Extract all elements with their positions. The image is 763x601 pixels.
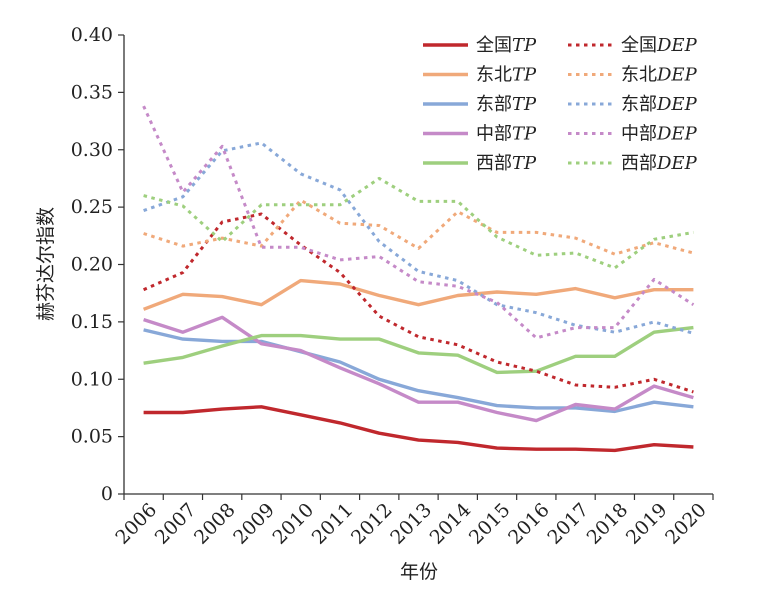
legend-suffix-2: TP bbox=[512, 65, 537, 86]
legend-suffix-5: DEP bbox=[656, 94, 698, 115]
legend-suffix-1: DEP bbox=[656, 35, 698, 56]
legend-suffix-8: TP bbox=[512, 153, 537, 174]
y-tick-label: 0.30 bbox=[71, 139, 113, 161]
legend-label-9: 西部DEP bbox=[621, 153, 698, 174]
x-tick-label: 2013 bbox=[386, 499, 436, 549]
x-tick-label: 2019 bbox=[622, 499, 672, 549]
series-line-4 bbox=[143, 328, 694, 414]
y-tick-label: 0 bbox=[101, 483, 113, 505]
legend-suffix-3: DEP bbox=[656, 65, 698, 86]
x-tick-label: 2020 bbox=[661, 499, 711, 549]
series-line-2 bbox=[142, 278, 694, 311]
series-line-5 bbox=[143, 141, 694, 335]
legend-label-5: 东部DEP bbox=[621, 94, 698, 115]
legend-region-3: 东北 bbox=[621, 65, 657, 86]
x-tick-label: 2010 bbox=[268, 499, 318, 549]
legend-region-9: 西部 bbox=[621, 153, 657, 174]
legend-suffix-6: TP bbox=[512, 124, 537, 145]
legend-region-6: 中部 bbox=[476, 124, 512, 145]
legend-label-7: 中部DEP bbox=[621, 124, 698, 145]
x-tick-label: 2008 bbox=[190, 499, 240, 549]
y-tick-label: 0.40 bbox=[71, 24, 113, 46]
legend-suffix-0: TP bbox=[512, 35, 537, 56]
series-lines bbox=[142, 105, 695, 453]
legend-region-2: 东北 bbox=[476, 65, 512, 86]
x-axis-ticks: 2006200720082009201020112012201320142015… bbox=[111, 494, 714, 549]
x-tick-label: 2006 bbox=[111, 499, 161, 549]
series-line-3 bbox=[143, 198, 694, 256]
legend-label-0: 全国TP bbox=[476, 35, 537, 56]
legend-region-0: 全国 bbox=[476, 35, 512, 56]
x-tick-label: 2009 bbox=[229, 499, 279, 549]
y-tick-label: 0.20 bbox=[71, 254, 113, 276]
x-tick-label: 2012 bbox=[347, 499, 397, 549]
x-tick-label: 2011 bbox=[308, 499, 358, 549]
legend-suffix-4: TP bbox=[512, 94, 537, 115]
x-tick-label: 2007 bbox=[151, 499, 201, 549]
y-axis-title: 赫芬达尔指数 bbox=[35, 207, 57, 321]
legend-region-8: 西部 bbox=[476, 153, 512, 174]
legend-region-1: 全国 bbox=[621, 35, 657, 56]
x-tick-label: 2014 bbox=[426, 499, 476, 549]
legend-suffix-7: DEP bbox=[656, 124, 698, 145]
y-axis-ticks: 0 0.05 0.10 0.15 0.20 0.25 0.30 0.35 0.40 bbox=[71, 24, 124, 505]
legend-region-7: 中部 bbox=[621, 124, 657, 145]
legend-label-4: 东部TP bbox=[476, 94, 537, 115]
series-line-6 bbox=[143, 315, 694, 423]
legend-label-3: 东北DEP bbox=[621, 65, 698, 86]
series-line-1 bbox=[142, 212, 694, 394]
y-tick-label: 0.10 bbox=[71, 368, 113, 390]
x-tick-label: 2016 bbox=[504, 499, 554, 549]
y-tick-label: 0.15 bbox=[71, 311, 113, 333]
legend-label-1: 全国DEP bbox=[621, 35, 698, 56]
x-tick-label: 2017 bbox=[543, 499, 593, 549]
y-tick-label: 0.05 bbox=[71, 426, 113, 448]
legend-label-8: 西部TP bbox=[476, 153, 537, 174]
y-tick-label: 0.35 bbox=[71, 81, 113, 103]
y-tick-label: 0.25 bbox=[71, 196, 113, 218]
x-tick-label: 2015 bbox=[465, 499, 515, 549]
legend-region-5: 东部 bbox=[621, 94, 657, 115]
x-axis-title: 年份 bbox=[400, 561, 438, 583]
legend-region-4: 东部 bbox=[476, 94, 512, 115]
series-line-0 bbox=[143, 405, 694, 453]
x-tick-label: 2018 bbox=[583, 499, 633, 549]
legend-suffix-9: DEP bbox=[656, 153, 698, 174]
series-line-8 bbox=[143, 325, 694, 375]
legend-label-2: 东北TP bbox=[476, 65, 537, 86]
legend-label-6: 中部TP bbox=[476, 124, 537, 145]
series-line-9 bbox=[143, 176, 694, 270]
